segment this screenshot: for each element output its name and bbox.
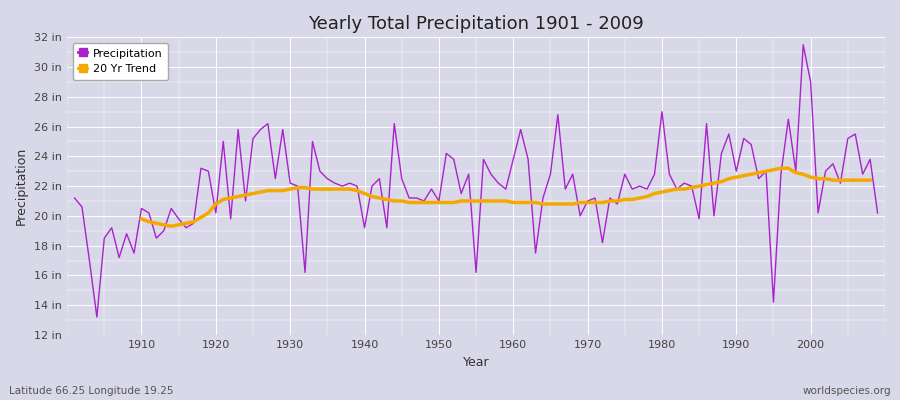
Y-axis label: Precipitation: Precipitation bbox=[15, 147, 28, 225]
Text: worldspecies.org: worldspecies.org bbox=[803, 386, 891, 396]
Legend: Precipitation, 20 Yr Trend: Precipitation, 20 Yr Trend bbox=[73, 43, 168, 80]
Text: Latitude 66.25 Longitude 19.25: Latitude 66.25 Longitude 19.25 bbox=[9, 386, 174, 396]
X-axis label: Year: Year bbox=[463, 356, 490, 369]
Title: Yearly Total Precipitation 1901 - 2009: Yearly Total Precipitation 1901 - 2009 bbox=[308, 15, 644, 33]
